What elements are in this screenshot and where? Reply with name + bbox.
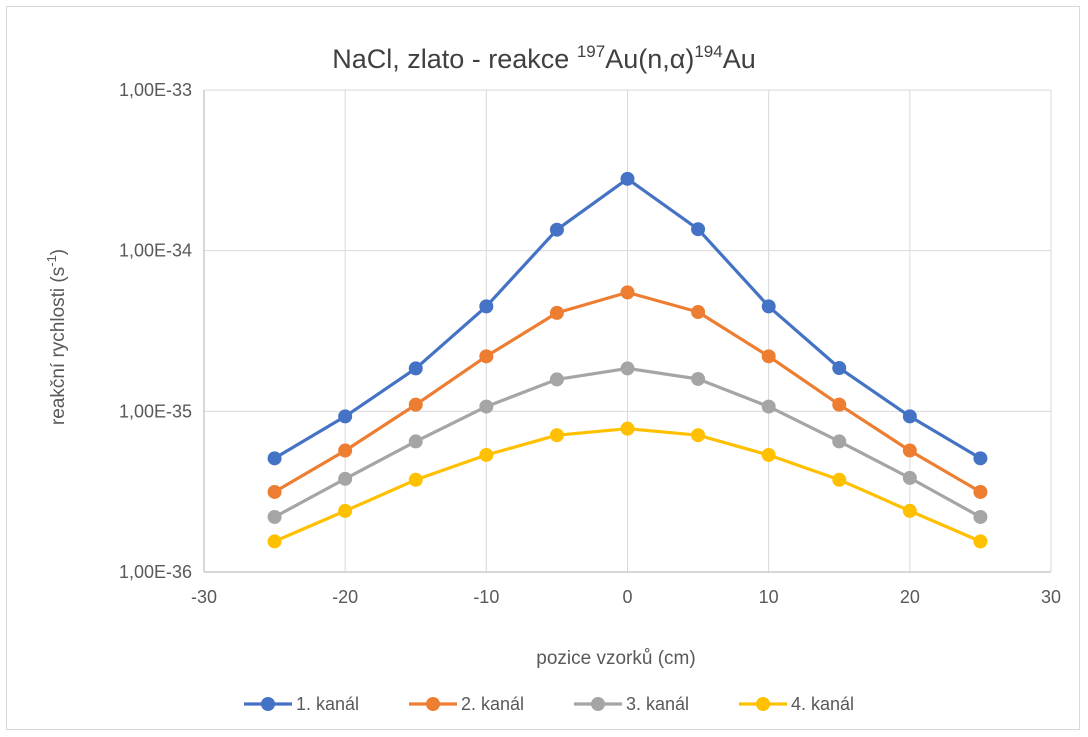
series-layer [267, 171, 988, 549]
legend-label: 4. kanál [791, 694, 854, 714]
data-point [620, 361, 635, 376]
series-2 [267, 285, 988, 499]
data-point [267, 451, 282, 466]
legend-marker [756, 697, 770, 711]
x-tick-label: -10 [473, 587, 499, 607]
legend-item-4: 4. kanál [739, 694, 854, 714]
x-tick-label: 10 [759, 587, 779, 607]
data-point [338, 471, 353, 486]
data-point [408, 472, 423, 487]
x-tick-label: -20 [332, 587, 358, 607]
y-tick-label: 1,00E-33 [119, 80, 192, 100]
axes [203, 90, 1051, 573]
legend-marker [426, 697, 440, 711]
x-tick-label: -30 [191, 587, 217, 607]
legend-item-1: 1. kanál [244, 694, 359, 714]
data-point [267, 484, 282, 499]
x-tick-label: 0 [622, 587, 632, 607]
series-1 [267, 171, 988, 466]
data-point [620, 421, 635, 436]
data-point [691, 305, 706, 320]
legend-label: 3. kanál [626, 694, 689, 714]
data-point [761, 299, 776, 314]
gridlines [203, 89, 1052, 573]
title-sup-197: 197 [577, 42, 605, 61]
chart-frame: NaCl, zlato - reakce 197Au(n,α)194Au -30… [6, 6, 1080, 730]
data-point [761, 447, 776, 462]
data-point [620, 171, 635, 186]
data-point [479, 299, 494, 314]
data-point [620, 285, 635, 300]
data-point [549, 305, 564, 320]
data-point [691, 371, 706, 386]
data-point [832, 434, 847, 449]
data-point [902, 470, 917, 485]
data-point [338, 409, 353, 424]
data-point [549, 372, 564, 387]
data-point [832, 397, 847, 412]
series-3 [267, 361, 988, 524]
data-point [267, 509, 282, 524]
data-point [973, 484, 988, 499]
legend-marker [261, 697, 275, 711]
x-tick-label: 30 [1041, 587, 1061, 607]
series-4 [267, 421, 988, 549]
data-point [973, 451, 988, 466]
x-tick-label: 20 [900, 587, 920, 607]
data-point [761, 349, 776, 364]
data-point [267, 534, 282, 549]
data-point [973, 534, 988, 549]
data-point [408, 434, 423, 449]
title-sup-194: 194 [694, 42, 722, 61]
y-tick-label: 1,00E-35 [119, 401, 192, 421]
data-point [549, 428, 564, 443]
data-point [691, 428, 706, 443]
legend-item-3: 3. kanál [574, 694, 689, 714]
y-tick-label: 1,00E-34 [119, 241, 192, 261]
y-tick-label: 1,00E-36 [119, 562, 192, 582]
data-point [902, 503, 917, 518]
data-point [761, 399, 776, 414]
legend-label: 2. kanál [461, 694, 524, 714]
legend-item-2: 2. kanál [409, 694, 524, 714]
y-axis-label-tail: ) [48, 249, 69, 255]
y-axis-label-sup: -1 [44, 255, 59, 267]
title-main: NaCl, zlato - reakce [332, 44, 577, 74]
x-axis-label: pozice vzorků (cm) [536, 648, 695, 669]
title-mid: Au(n,α) [605, 44, 694, 74]
data-point [479, 447, 494, 462]
data-point [338, 503, 353, 518]
x-tick-labels: -30 -20 -10 0 10 20 30 [191, 587, 1061, 607]
data-point [408, 361, 423, 376]
data-point [691, 222, 706, 237]
data-point [832, 361, 847, 376]
chart-svg: NaCl, zlato - reakce 197Au(n,α)194Au -30… [44, 42, 1061, 714]
y-tick-labels: 1,00E-36 1,00E-35 1,00E-34 1,00E-33 [119, 80, 192, 582]
data-point [832, 472, 847, 487]
y-axis-label: reakční rychlosti (s-1) [44, 249, 69, 425]
y-axis-label-main: reakční rychlosti (s [48, 267, 69, 425]
data-point [338, 443, 353, 458]
legend-label: 1. kanál [296, 694, 359, 714]
data-point [973, 509, 988, 524]
legend-marker [591, 697, 605, 711]
title-tail: Au [723, 44, 756, 74]
data-point [549, 222, 564, 237]
data-point [479, 399, 494, 414]
data-point [408, 397, 423, 412]
data-point [479, 349, 494, 364]
legend: 1. kanál 2. kanál 3. kanál 4. kanál [244, 694, 854, 714]
data-point [902, 409, 917, 424]
data-point [902, 443, 917, 458]
chart-title: NaCl, zlato - reakce 197Au(n,α)194Au [332, 42, 756, 74]
